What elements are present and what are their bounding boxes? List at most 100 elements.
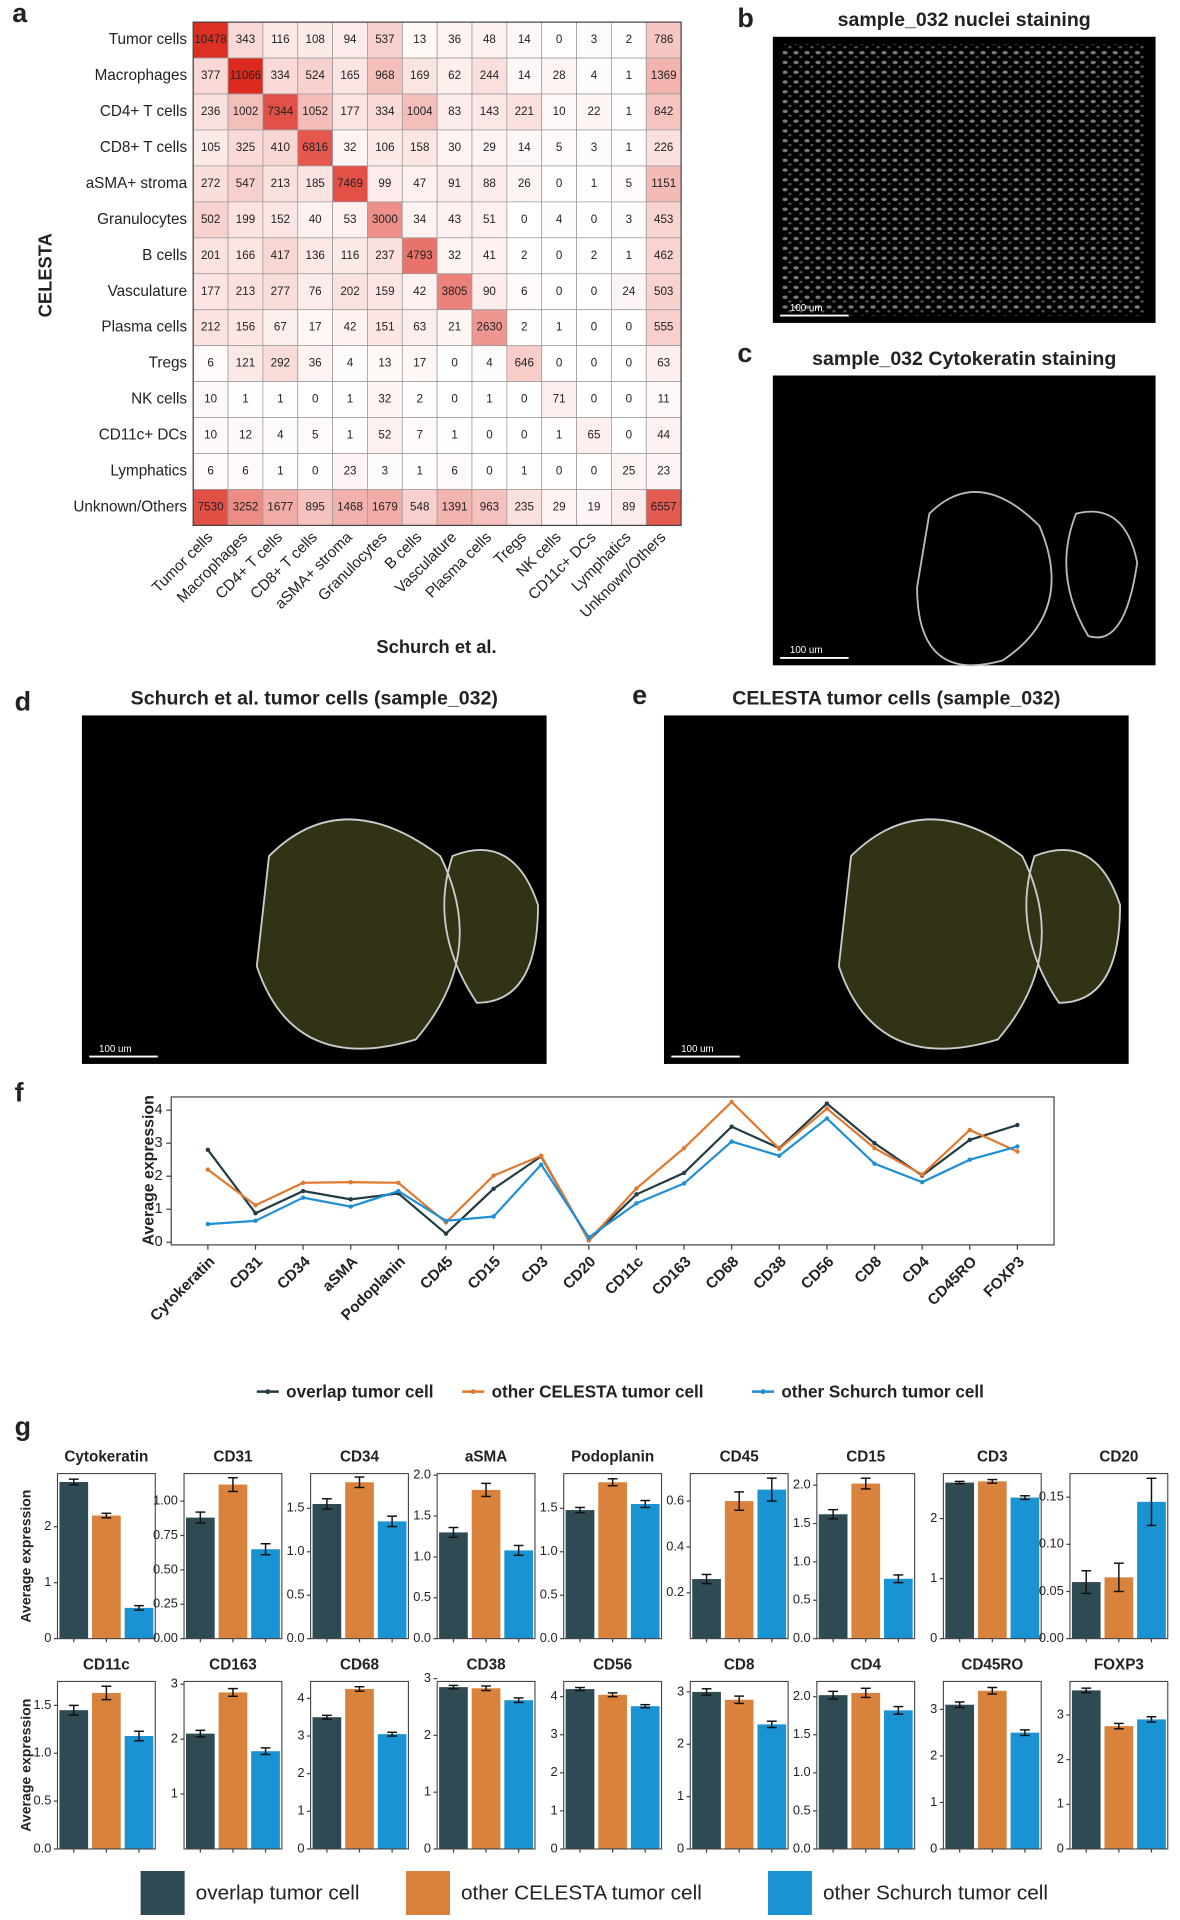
y-tick-label: 1 [930, 1794, 937, 1809]
heat-cell [471, 489, 508, 526]
panel-title: CD45 [720, 1449, 760, 1466]
heat-cell [227, 273, 264, 311]
cell-value: 1 [521, 465, 527, 478]
heat-cell [332, 453, 368, 490]
point [967, 1157, 972, 1162]
panel-letter: e [632, 680, 647, 710]
cell-value: 7344 [267, 105, 293, 118]
cell-value: 537 [375, 33, 394, 46]
heat-cell [401, 381, 438, 418]
y-tick-label: 1.0 [540, 1543, 558, 1558]
y-tick-label: 2 [550, 1764, 557, 1779]
bar [312, 1717, 342, 1849]
bar [851, 1692, 881, 1849]
cell-value: 0 [626, 393, 632, 406]
cell-value: 1 [451, 429, 457, 442]
heat-cell [576, 21, 612, 59]
y-tick-label: 3 [154, 1135, 162, 1151]
point [538, 1153, 544, 1158]
x-tick-label: CD4 [899, 1253, 933, 1287]
cell-value: 2 [416, 393, 422, 406]
heat-cell [192, 201, 229, 239]
bar [851, 1483, 881, 1639]
cell-value: 1 [486, 393, 492, 406]
y-tick-label: 0.5 [540, 1587, 558, 1602]
cell-value: 4 [591, 69, 598, 82]
bar [630, 1706, 660, 1849]
cell-value: 524 [305, 69, 325, 82]
point [300, 1195, 306, 1200]
y-tick-label: 0.0 [793, 1630, 811, 1645]
cell-value: 151 [375, 321, 394, 334]
cell-value: 14 [518, 141, 531, 154]
cell-value: 43 [448, 213, 461, 226]
cell-value: 1 [556, 429, 562, 442]
point [919, 1172, 925, 1177]
cell-value: 42 [344, 321, 357, 334]
bar [124, 1736, 154, 1849]
cell-value: 1052 [302, 105, 328, 118]
point [491, 1173, 496, 1178]
y-tick-label: 3 [550, 1726, 557, 1741]
bar [377, 1734, 407, 1849]
cell-value: 1677 [267, 501, 293, 514]
row-label: B cells [142, 247, 187, 264]
heat-cell [506, 273, 543, 311]
panel-title: CD34 [340, 1449, 380, 1466]
bar [977, 1481, 1007, 1639]
cell-value: 410 [271, 141, 290, 154]
cell-value: 0 [521, 213, 527, 226]
heat-cell [401, 237, 438, 275]
bar [377, 1521, 407, 1639]
cell-value: 0 [591, 285, 597, 298]
cell-value: 2 [521, 249, 527, 262]
point [491, 1214, 496, 1219]
panel-title: CD163 [209, 1657, 257, 1674]
y-tick-label: 0 [677, 1840, 684, 1855]
panel-letter: b [737, 3, 753, 33]
panel-frame [310, 1473, 409, 1640]
point [1015, 1122, 1020, 1128]
heat-cell [576, 381, 612, 418]
legend-dot [470, 1389, 476, 1395]
heat-cell [297, 201, 333, 239]
cell-value: 1 [626, 141, 632, 154]
panel-title: CD4 [850, 1657, 881, 1674]
cell-value: 51 [483, 213, 496, 226]
cell-value: 0 [451, 357, 457, 370]
cell-value: 36 [309, 357, 322, 370]
point [253, 1218, 258, 1224]
panel-frame [310, 1680, 409, 1850]
point [824, 1116, 830, 1121]
cell-value: 11066 [230, 69, 261, 82]
cell-value: 169 [410, 69, 429, 82]
y-tick-label: 3 [297, 1727, 304, 1742]
panel-frame [183, 1680, 283, 1850]
bar [598, 1482, 627, 1639]
heat-cell [611, 201, 647, 239]
cell-value: 377 [201, 69, 220, 82]
panel-frame [816, 1680, 916, 1850]
heat-cell [576, 165, 612, 203]
y-tick-label: 0.05 [1039, 1583, 1064, 1598]
heat-cell [192, 57, 229, 95]
y-tick-label: 2.0 [413, 1467, 431, 1482]
point [634, 1201, 639, 1206]
heat-cell [506, 453, 543, 490]
cell-value: 0 [556, 177, 562, 190]
cell-value: 0 [521, 429, 527, 442]
y-tick-label: 2 [297, 1765, 304, 1780]
x-tick-label: CD8 [851, 1253, 885, 1287]
point [681, 1170, 687, 1176]
cell-value: 3 [382, 465, 388, 478]
bar [1071, 1690, 1101, 1849]
x-tick-label: CD163 [649, 1253, 695, 1299]
bar [1104, 1726, 1134, 1849]
panel-frame [942, 1473, 1042, 1640]
heat-cell [541, 237, 577, 275]
panel-letter: c [737, 338, 752, 368]
heat-cell [401, 273, 438, 311]
heat-cell [332, 381, 368, 418]
y-tick-label: 1.5 [540, 1500, 558, 1515]
y-tick-label: 1.0 [34, 1745, 52, 1760]
